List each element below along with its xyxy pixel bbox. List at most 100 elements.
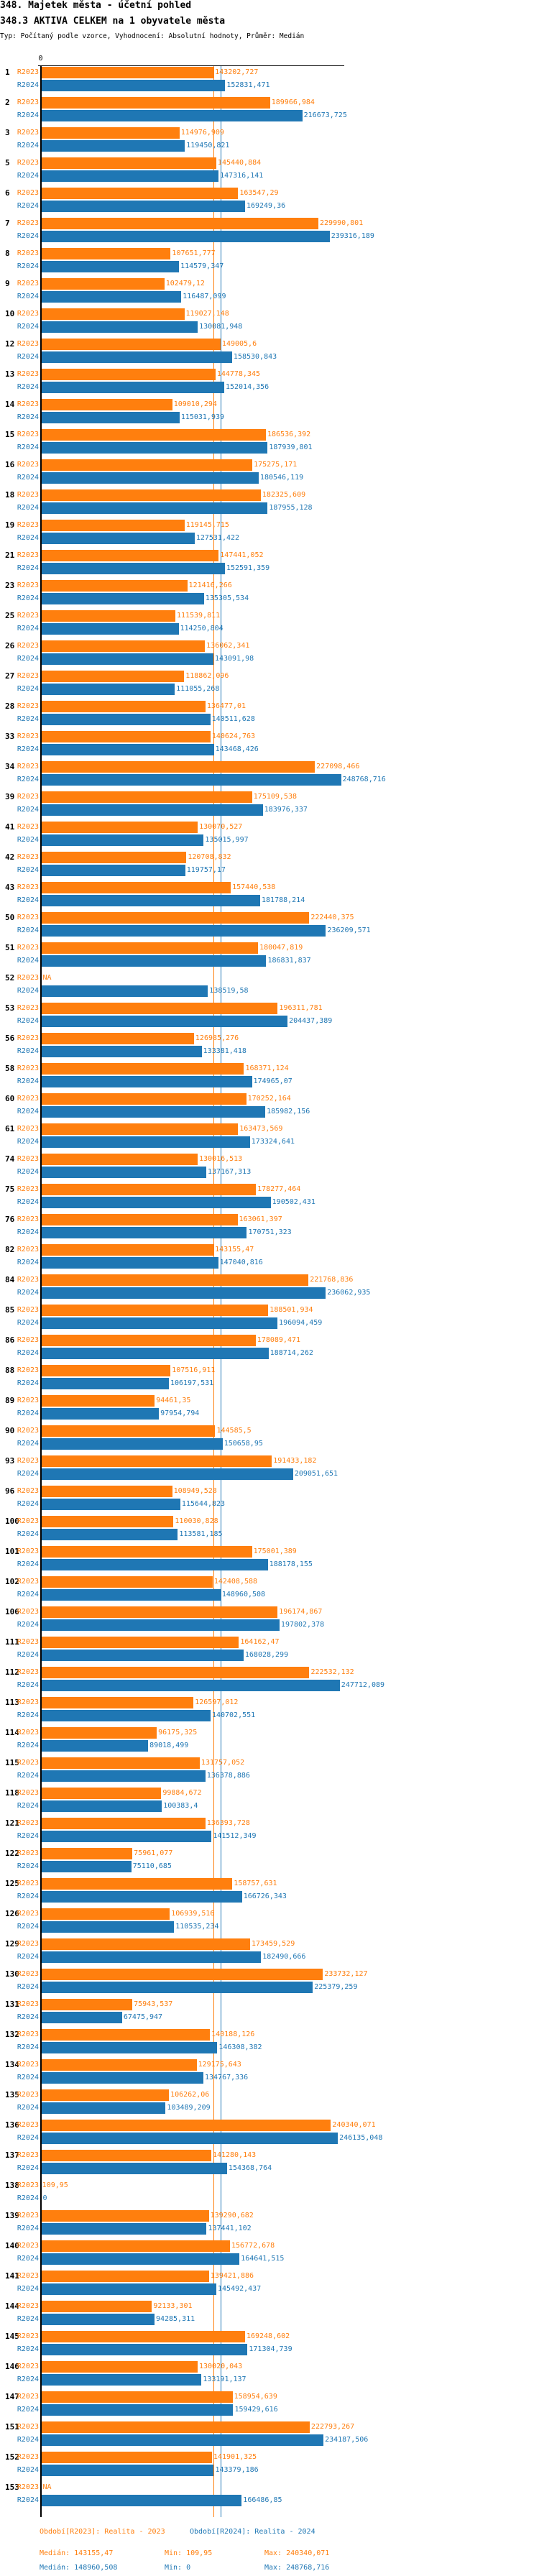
bar-r2024 [41, 1861, 132, 1872]
row-label: 27 [5, 671, 15, 681]
data-label-r2024: 148960,508 [221, 1591, 266, 1598]
data-label-r2023: 178089,471 [257, 1336, 301, 1344]
series-label-r2023: R2023 [17, 2423, 39, 2431]
bar-r2024 [41, 1921, 175, 1933]
bar-r2024 [41, 653, 213, 665]
series-label-r2023: R2023 [17, 1970, 39, 1978]
data-label-r2023: 189966,984 [271, 98, 315, 106]
data-label-r2023: 164162,47 [240, 1638, 280, 1646]
row-label: 53 [5, 1003, 15, 1013]
series-label-r2024: R2024 [17, 2074, 39, 2082]
data-label-r2023: 222793,267 [310, 2423, 355, 2431]
row-label: 43 [5, 883, 15, 892]
indicator-title: 348.3 AKTIVA CELKEM na 1 obyvatele města [0, 16, 226, 27]
series-label-r2024: R2024 [17, 383, 39, 391]
data-label-r2023: 130016,513 [199, 1155, 243, 1163]
row-label: 88 [5, 1366, 15, 1375]
data-label-r2024: 94285,311 [155, 2315, 195, 2323]
bar-r2024 [41, 1016, 288, 1027]
series-label-r2024: R2024 [17, 957, 39, 965]
bar-r2023 [41, 2240, 230, 2252]
data-label-r2024: 75110,685 [132, 1862, 172, 1870]
series-label-r2024: R2024 [17, 2104, 39, 2112]
data-label-r2024: 236209,571 [327, 926, 371, 934]
data-label-r2023: 141901,325 [213, 2453, 257, 2461]
row-label: 9 [5, 279, 10, 288]
data-label-r2023: 196174,867 [279, 1608, 323, 1616]
data-label-r2024: 97954,794 [160, 1409, 200, 1417]
data-label-r2024: 143468,426 [215, 745, 259, 753]
series-label-r2023: R2023 [17, 2242, 39, 2250]
series-label-r2023: R2023 [17, 1880, 39, 1887]
row-label: 106 [5, 1607, 19, 1616]
series-label-r2023: R2023 [17, 2453, 39, 2461]
series-label-r2024: R2024 [17, 353, 39, 361]
row-label: 126 [5, 1909, 19, 1918]
series-label-r2023: R2023 [17, 672, 39, 680]
bar-r2024 [41, 1197, 271, 1208]
data-label-r2023: 108949,528 [173, 1487, 217, 1495]
data-label-r2024: 152014,356 [225, 383, 270, 391]
data-label-r2024: 187939,801 [269, 443, 313, 451]
bar-r2023 [41, 97, 270, 109]
bar-r2023 [41, 1757, 200, 1769]
bar-r2024 [41, 1800, 162, 1812]
data-label-r2024: 146308,382 [218, 2043, 262, 2051]
bar-r2023 [41, 2301, 152, 2312]
row-label: 144 [5, 2301, 19, 2311]
series-label-r2024: R2024 [17, 474, 39, 482]
data-label-r2024: 174965,07 [253, 1077, 292, 1085]
data-label-r2023: 233732,127 [324, 1970, 368, 1978]
bar-r2023 [41, 1576, 213, 1588]
bar-r2024 [41, 2344, 248, 2355]
bar-r2023 [41, 369, 216, 380]
series-label-r2023: R2023 [17, 944, 39, 952]
bar-r2023 [41, 610, 175, 622]
bar-r2024 [41, 563, 225, 574]
row-label: 129 [5, 1939, 19, 1949]
row-label: 85 [5, 1305, 15, 1315]
bar-r2024 [41, 502, 268, 514]
row-label: 74 [5, 1154, 15, 1164]
data-label-r2023: 156772,678 [231, 2242, 275, 2250]
data-label-r2023: 163061,397 [239, 1215, 282, 1223]
bar-r2024 [41, 985, 208, 997]
data-label-r2023: 163473,569 [239, 1125, 283, 1133]
bar-r2024 [41, 321, 198, 333]
series-label-r2024: R2024 [17, 1892, 39, 1900]
bar-r2023 [41, 2059, 197, 2071]
series-label-r2023: R2023 [17, 1457, 39, 1465]
bar-r2024 [41, 2374, 202, 2386]
data-label-r2024: 147040,816 [219, 1259, 263, 1266]
data-label-r2024: 248768,716 [342, 776, 386, 783]
data-label-r2024: 119757,17 [186, 866, 226, 874]
row-label: 93 [5, 1456, 15, 1466]
series-label-r2024: R2024 [17, 1259, 39, 1266]
bar-r2023 [41, 2271, 209, 2282]
bar-r2024 [41, 2133, 338, 2144]
row-label: 41 [5, 822, 15, 832]
data-label-r2024: 141512,349 [213, 1832, 257, 1840]
data-label-r2023: 131757,052 [201, 1759, 245, 1767]
data-label-r2023: 140624,763 [211, 732, 256, 740]
data-label-r2024: 185982,156 [267, 1108, 310, 1116]
series-label-r2024: R2024 [17, 1319, 39, 1327]
row-label: 138 [5, 2181, 19, 2190]
bar-r2023 [41, 791, 252, 803]
data-label-r2023: 186536,392 [267, 431, 311, 438]
series-label-r2023: R2023 [17, 763, 39, 770]
indicator-info: Typ: Počítaný podle vzorce, Vyhodnocení:… [0, 32, 305, 40]
data-label-r2023: 92133,301 [153, 2302, 193, 2310]
bar-r2024 [41, 80, 226, 91]
series-label-r2024: R2024 [17, 1681, 39, 1689]
row-label: 140 [5, 2241, 19, 2250]
data-label-r2023: 139421,886 [210, 2272, 254, 2280]
data-label-r2024: 166726,343 [243, 1892, 287, 1900]
bar-r2023 [41, 1425, 216, 1437]
bar-r2023 [41, 550, 219, 561]
data-label-r2024: 145492,437 [218, 2285, 262, 2293]
series-label-r2024: R2024 [17, 2164, 39, 2172]
series-label-r2023: R2023 [17, 1487, 39, 1495]
series-label-r2024: R2024 [17, 1862, 39, 1870]
bar-r2023 [41, 1184, 257, 1195]
